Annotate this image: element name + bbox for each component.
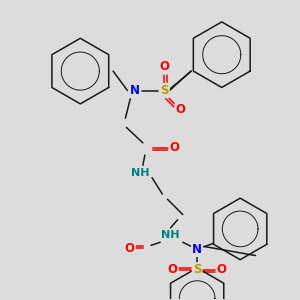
Text: O: O	[124, 242, 134, 255]
Text: S: S	[193, 263, 201, 276]
Text: O: O	[169, 142, 180, 154]
Text: S: S	[160, 84, 169, 97]
Text: O: O	[167, 263, 178, 276]
Text: O: O	[159, 61, 169, 74]
Text: N: N	[130, 84, 140, 97]
Text: NH: NH	[130, 167, 149, 178]
Text: O: O	[217, 263, 227, 276]
Text: NH: NH	[161, 230, 180, 240]
Text: N: N	[192, 243, 202, 256]
Text: O: O	[176, 103, 186, 116]
